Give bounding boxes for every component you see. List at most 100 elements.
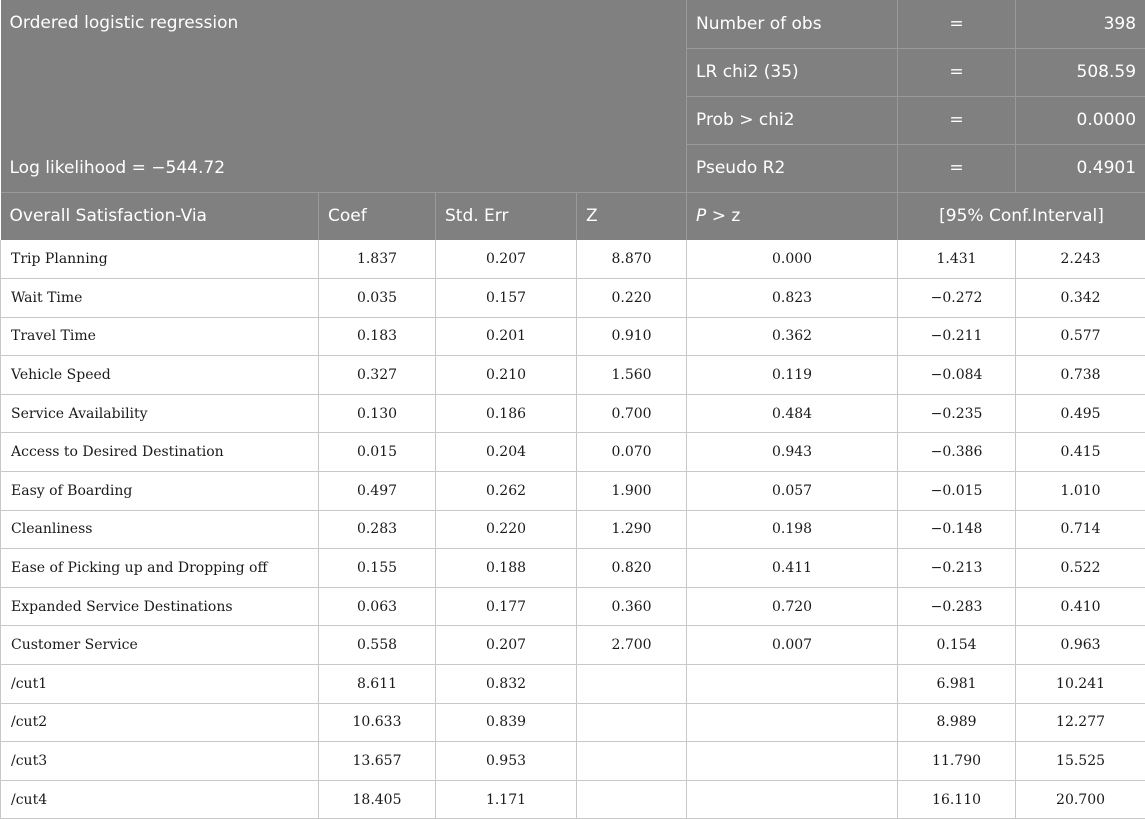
variable-name: Customer Service [1,626,319,665]
coef-value: 18.405 [319,780,436,819]
std-err-value: 0.210 [436,356,577,395]
ci-upper: 0.342 [1016,279,1145,318]
p-value [687,703,898,742]
ci-upper: 1.010 [1016,472,1145,511]
table-row: Ease of Picking up and Dropping off 0.15… [1,549,1145,588]
ci-lower: −0.386 [898,433,1016,472]
std-err-value: 0.839 [436,703,577,742]
variable-name: Trip Planning [1,240,319,279]
p-value: 0.362 [687,317,898,356]
std-err-value: 0.201 [436,317,577,356]
z-value [577,780,687,819]
z-value: 2.700 [577,626,687,665]
std-err-value: 0.262 [436,472,577,511]
p-value: 0.411 [687,549,898,588]
coef-value: 13.657 [319,742,436,781]
ci-upper: 0.577 [1016,317,1145,356]
std-err-value: 1.171 [436,780,577,819]
ci-lower: 16.110 [898,780,1016,819]
variable-name: Expanded Service Destinations [1,587,319,626]
stat-value-prob: 0.0000 [1016,96,1145,144]
coef-value: 0.558 [319,626,436,665]
std-err-value: 0.177 [436,587,577,626]
coef-value: 0.283 [319,510,436,549]
std-err-value: 0.832 [436,665,577,704]
stat-value-pseudo-r2: 0.4901 [1016,144,1145,192]
stat-eq-prob: = [898,96,1016,144]
std-err-value: 0.207 [436,240,577,279]
ci-lower: −0.235 [898,394,1016,433]
z-value: 0.220 [577,279,687,318]
ci-lower: 11.790 [898,742,1016,781]
variable-name: Cleanliness [1,510,319,549]
table-row: /cut1 8.611 0.832 6.981 10.241 [1,665,1145,704]
z-value: 0.820 [577,549,687,588]
p-value: 0.720 [687,587,898,626]
col-header-p: P > z [687,192,898,240]
table-header: Ordered logistic regression Number of ob… [1,0,1145,240]
ci-lower: −0.015 [898,472,1016,511]
variable-name: Ease of Picking up and Dropping off [1,549,319,588]
p-value: 0.943 [687,433,898,472]
table-row: Vehicle Speed 0.327 0.210 1.560 0.119 −0… [1,356,1145,395]
variable-name: /cut2 [1,703,319,742]
variable-name: /cut4 [1,780,319,819]
p-rest: > z [706,206,740,226]
ci-lower: −0.283 [898,587,1016,626]
table-row: /cut2 10.633 0.839 8.989 12.277 [1,703,1145,742]
p-value: 0.057 [687,472,898,511]
table-row: Trip Planning 1.837 0.207 8.870 0.000 1.… [1,240,1145,279]
stat-label-obs: Number of obs [687,0,898,48]
ci-upper: 0.963 [1016,626,1145,665]
table-row: Easy of Boarding 0.497 0.262 1.900 0.057… [1,472,1145,511]
stat-label-pseudo-r2: Pseudo R2 [687,144,898,192]
z-value: 0.700 [577,394,687,433]
p-value: 0.823 [687,279,898,318]
ci-upper: 0.522 [1016,549,1145,588]
std-err-value: 0.207 [436,626,577,665]
table-row: Cleanliness 0.283 0.220 1.290 0.198 −0.1… [1,510,1145,549]
col-header-coef: Coef [319,192,436,240]
ci-lower: −0.272 [898,279,1016,318]
p-value [687,780,898,819]
z-value [577,703,687,742]
ci-lower: 8.989 [898,703,1016,742]
z-value: 1.560 [577,356,687,395]
std-err-value: 0.186 [436,394,577,433]
z-value: 1.900 [577,472,687,511]
ci-upper: 0.738 [1016,356,1145,395]
variable-name: /cut1 [1,665,319,704]
ci-upper: 15.525 [1016,742,1145,781]
stat-label-lr-chi2: LR chi2 (35) [687,48,898,96]
z-value: 0.070 [577,433,687,472]
coef-value: 0.327 [319,356,436,395]
ci-upper: 2.243 [1016,240,1145,279]
z-value: 0.910 [577,317,687,356]
variable-name: Service Availability [1,394,319,433]
col-header-variable: Overall Satisfaction-Via [1,192,319,240]
variable-name: /cut3 [1,742,319,781]
ci-upper: 0.495 [1016,394,1145,433]
ci-upper: 0.410 [1016,587,1145,626]
variable-name: Travel Time [1,317,319,356]
p-value: 0.000 [687,240,898,279]
p-value [687,742,898,781]
std-err-value: 0.220 [436,510,577,549]
z-value: 1.290 [577,510,687,549]
stat-value-obs: 398 [1016,0,1145,48]
variable-name: Vehicle Speed [1,356,319,395]
ci-lower: −0.213 [898,549,1016,588]
coef-value: 10.633 [319,703,436,742]
ci-lower: −0.084 [898,356,1016,395]
ci-upper: 10.241 [1016,665,1145,704]
table-row: /cut4 18.405 1.171 16.110 20.700 [1,780,1145,819]
coef-value: 0.183 [319,317,436,356]
ci-upper: 20.700 [1016,780,1145,819]
table-row: Travel Time 0.183 0.201 0.910 0.362 −0.2… [1,317,1145,356]
coef-value: 0.155 [319,549,436,588]
z-value [577,742,687,781]
std-err-value: 0.204 [436,433,577,472]
ci-upper: 12.277 [1016,703,1145,742]
std-err-value: 0.157 [436,279,577,318]
